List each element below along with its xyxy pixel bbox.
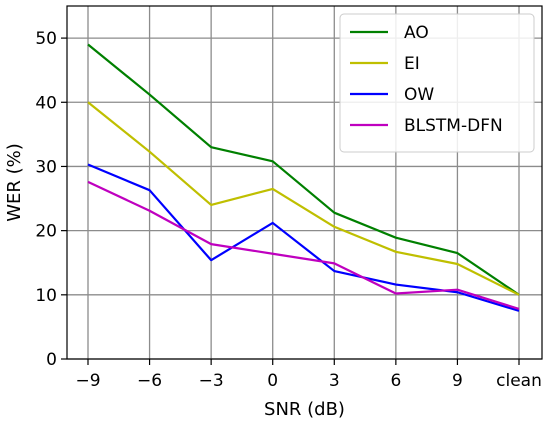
x-tick-label: −3 — [199, 371, 224, 391]
y-tick-label: 0 — [46, 350, 57, 370]
series-line-ei — [87, 101, 520, 296]
y-tick-label: 10 — [35, 286, 57, 306]
plot-frame — [66, 5, 543, 360]
x-tick-label: 9 — [452, 371, 463, 391]
series-lines — [87, 43, 520, 312]
axes: −9 −6 −3 0 3 6 9 clean 0 10 20 30 40 50 — [35, 5, 543, 391]
legend-box — [339, 13, 535, 153]
y-axis-label: WER (%) — [4, 143, 25, 222]
series-line-ao — [87, 43, 520, 296]
x-tick-label: −9 — [75, 371, 100, 391]
series-line-blstm-dfn — [87, 180, 520, 310]
y-tick-label: 20 — [35, 222, 57, 242]
legend-label: BLSTM-DFN — [404, 116, 503, 136]
legend: AO EI OW BLSTM-DFN — [339, 13, 535, 153]
x-tick-label: 0 — [267, 371, 278, 391]
x-tick-label: 3 — [329, 371, 340, 391]
legend-label: AO — [404, 23, 429, 43]
y-tick-label: 40 — [35, 93, 57, 113]
x-tick-label: 6 — [390, 371, 401, 391]
x-tick-label: −6 — [137, 371, 162, 391]
legend-label: OW — [404, 85, 434, 105]
x-axis-label: SNR (dB) — [264, 399, 345, 420]
y-tick-label: 30 — [35, 157, 57, 177]
legend-label: EI — [404, 54, 420, 74]
y-tick-label: 50 — [35, 29, 57, 49]
x-tick-label: clean — [496, 371, 542, 391]
